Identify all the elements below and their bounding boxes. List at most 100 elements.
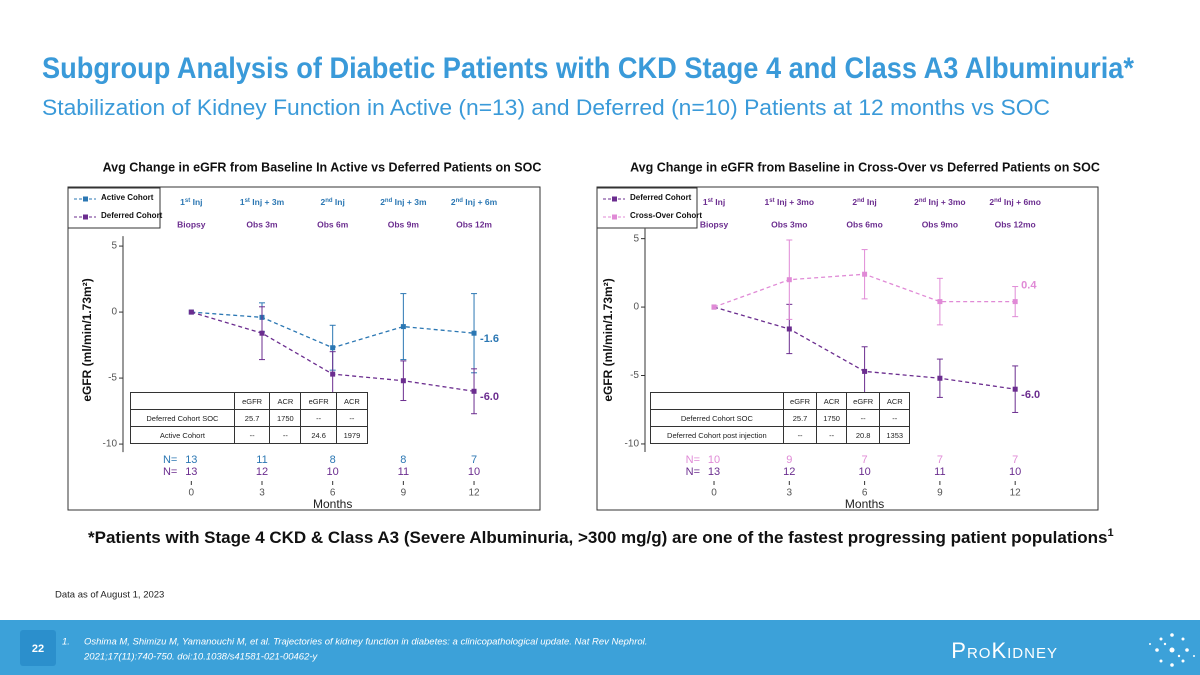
legend-marker [612, 214, 617, 220]
table-cell: -- [233, 426, 271, 444]
milestone-label: Obs 12mo [995, 219, 1036, 229]
milestone-label: 1st Inj [180, 197, 202, 207]
table-row: Deferred Cohort SOC 25.7 1750 -- -- [130, 409, 369, 427]
x-tick-label: 6 [862, 488, 868, 499]
table-header-cell: ACR [816, 392, 847, 410]
milestone-label: 2nd Inj + 6m [451, 197, 498, 207]
y-tick-label: 5 [633, 233, 639, 244]
chart-title: Avg Change in eGFR from Baseline In Acti… [103, 160, 542, 174]
n-value: 12 [256, 466, 268, 478]
x-tick-label: 0 [711, 488, 717, 499]
point-marker [786, 326, 792, 332]
milestone-label: Biopsy [700, 219, 729, 229]
n-value: 11 [934, 466, 945, 478]
n-value: 11 [398, 466, 409, 478]
n-value: 11 [256, 454, 267, 466]
x-tick-label: 0 [189, 488, 195, 499]
table-cell: -- [782, 426, 818, 444]
milestone-label: 1st Inj + 3mo [765, 197, 815, 207]
point-marker [937, 299, 943, 305]
n-label: N= [686, 466, 700, 478]
x-axis-label: Months [845, 497, 884, 511]
table-cell: -- [269, 426, 302, 444]
y-tick-label: -5 [108, 373, 117, 384]
table-header-cell: ACR [269, 392, 302, 410]
legend-label: Deferred Cohort [101, 211, 163, 220]
slide-title: Subgroup Analysis of Diabetic Patients w… [42, 52, 1134, 85]
table-cell: -- [335, 409, 369, 427]
point-marker [471, 330, 477, 336]
point-marker [1012, 386, 1018, 392]
footnote-ref: 1 [1107, 527, 1113, 539]
y-tick-label: -10 [625, 439, 640, 450]
chart-frame [67, 186, 541, 511]
table-header-cell: eGFR [233, 392, 271, 410]
table-row: Deferred Cohort SOC 25.7 1750 -- -- [650, 409, 910, 427]
n-value: 10 [327, 466, 339, 478]
table-cell: 25.7 [233, 409, 271, 427]
y-tick-label: -10 [103, 439, 118, 450]
x-tick-label: 9 [401, 488, 407, 499]
n-label: N= [163, 466, 177, 478]
milestone-label: 2nd Inj + 3mo [914, 197, 966, 207]
reference-line: 2021;17(11):740-750. doi:10.1038/s41581-… [83, 652, 319, 663]
y-tick-label: 0 [111, 307, 117, 318]
x-tick-label: 3 [259, 488, 265, 499]
milestone-label: 1st Inj [703, 197, 725, 207]
table-cell [130, 392, 235, 410]
point-marker [330, 345, 336, 351]
legend-marker [612, 196, 617, 202]
table-row-label: Deferred Cohort SOC [650, 409, 784, 427]
table-row: Deferred Cohort post injection -- -- 20.8 13… [650, 426, 910, 444]
page-badge [20, 630, 56, 666]
page-number: 22 [32, 643, 44, 655]
table-row: Active Cohort -- -- 24.6 1979 [130, 426, 369, 444]
table-cell: -- [300, 409, 337, 427]
legend-label: Deferred Cohort [630, 193, 692, 202]
legend-marker [83, 214, 88, 220]
point-marker [786, 277, 792, 283]
table-row-label: Deferred Cohort post injection [650, 426, 784, 444]
y-axis-label: eGFR (ml/min/1.73m²) [80, 278, 94, 401]
data-label: 0.4 [1021, 280, 1037, 292]
x-tick-label: 3 [787, 488, 793, 499]
table-cell: 20.8 [845, 426, 881, 444]
table-cell: 24.6 [300, 426, 337, 444]
point-marker [330, 371, 336, 377]
n-value: 10 [468, 466, 480, 478]
point-marker [400, 324, 406, 330]
y-tick-label: -5 [630, 370, 639, 381]
table-cell: -- [845, 409, 881, 427]
x-tick-label: 6 [330, 488, 336, 499]
table-cell: 1353 [879, 426, 910, 444]
logo-mark [1149, 633, 1195, 667]
legend-label: Active Cohort [101, 193, 154, 202]
milestone-label: 2nd Inj + 3m [380, 197, 427, 207]
milestone-label: Obs 9mo [922, 219, 958, 229]
legend-label: Cross-Over Cohort [630, 211, 702, 220]
table-cell: -- [816, 426, 847, 444]
table-row-label: Active Cohort [130, 426, 235, 444]
y-axis-label: eGFR (ml/min/1.73m²) [601, 278, 615, 401]
table-cell: -- [879, 409, 910, 427]
legend-box [67, 187, 161, 229]
table-row: eGFR ACR eGFR ACR [650, 392, 910, 410]
table-cell: 1750 [269, 409, 302, 427]
x-tick-label: 9 [937, 488, 943, 499]
table-cell [650, 392, 784, 410]
n-value: 10 [708, 454, 720, 466]
milestone-label: Obs 12m [456, 219, 492, 229]
chart-frame [596, 186, 1099, 511]
reference-line: Oshima M, Shimizu M, Yamanouchi M, et al… [84, 637, 647, 648]
x-tick-label: 12 [468, 488, 480, 499]
slide-subtitle: Stabilization of Kidney Function in Acti… [42, 95, 1050, 120]
data-table: eGFR ACR eGFR ACR Deferred Cohort SOC 25.7 175… [650, 392, 910, 444]
table-header-cell: ACR [335, 392, 369, 410]
milestone-label: 1st Inj + 3m [240, 197, 285, 207]
footnote: *Patients with Stage 4 CKD & Class A3 (S… [88, 527, 1114, 548]
footnote-text: *Patients with Stage 4 CKD & Class A3 (S… [88, 528, 1107, 547]
n-value: 12 [783, 466, 795, 478]
milestone-label: Obs 6mo [846, 219, 882, 229]
data-label: -6.0 [480, 391, 499, 403]
